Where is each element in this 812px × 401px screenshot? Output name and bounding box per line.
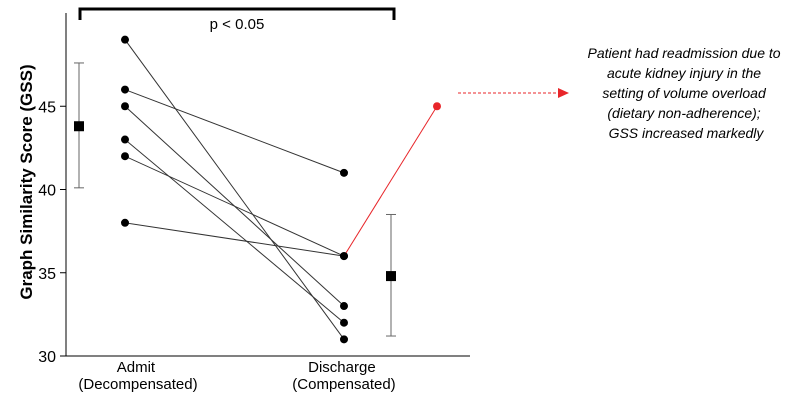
- summary-markers: [74, 62, 396, 337]
- y-ticks: 30 35 40 45: [38, 99, 66, 366]
- y-tick-label: 45: [38, 99, 56, 116]
- admit-point: [121, 102, 129, 111]
- significance-bracket: [78, 7, 396, 20]
- annotation-line: acute kidney injury in the: [607, 65, 761, 81]
- patient-points: [121, 35, 441, 344]
- discharge-point: [340, 252, 348, 261]
- admit-point: [121, 152, 129, 161]
- patient-line: [124, 155, 345, 257]
- x-category-label-discharge: Discharge (Compensated): [292, 359, 395, 393]
- patient-line: [124, 139, 345, 324]
- category-line: Discharge: [308, 359, 376, 376]
- admit-point: [121, 85, 129, 94]
- annotation-line: GSS increased markedly: [609, 125, 765, 141]
- patient-lines: [124, 39, 438, 340]
- category-line: (Compensated): [292, 376, 395, 393]
- patient-line: [124, 89, 345, 174]
- discharge-point: [340, 168, 348, 177]
- readmission-line: [343, 105, 438, 257]
- category-line: (Decompensated): [78, 376, 197, 393]
- y-tick-label: 35: [38, 266, 56, 283]
- annotation-arrowhead: [558, 88, 569, 98]
- x-category-label-admit: Admit (Decompensated): [78, 359, 197, 393]
- admit-point: [121, 135, 129, 144]
- mean-marker: [386, 271, 396, 282]
- annotation-line: (dietary non-adherence);: [607, 105, 760, 121]
- mean-marker: [74, 121, 84, 132]
- discharge-point: [340, 318, 348, 327]
- patient-line: [124, 39, 345, 340]
- discharge-point: [340, 302, 348, 311]
- annotation-line: Patient had readmission due to: [588, 45, 781, 61]
- y-tick-label: 40: [38, 183, 56, 200]
- discharge-point: [340, 335, 348, 344]
- admit-point: [121, 35, 129, 44]
- y-tick-label: 30: [38, 349, 56, 366]
- readmission-point: [433, 102, 441, 111]
- annotation-line: setting of volume overload: [602, 85, 767, 101]
- y-axis-label: Graph Similarity Score (GSS): [17, 64, 36, 299]
- admit-point: [121, 218, 129, 227]
- annotation-text: Patient had readmission due to acute kid…: [588, 45, 785, 141]
- significance-label: p < 0.05: [210, 16, 265, 33]
- category-line: Admit: [117, 359, 156, 376]
- patient-line: [124, 222, 345, 257]
